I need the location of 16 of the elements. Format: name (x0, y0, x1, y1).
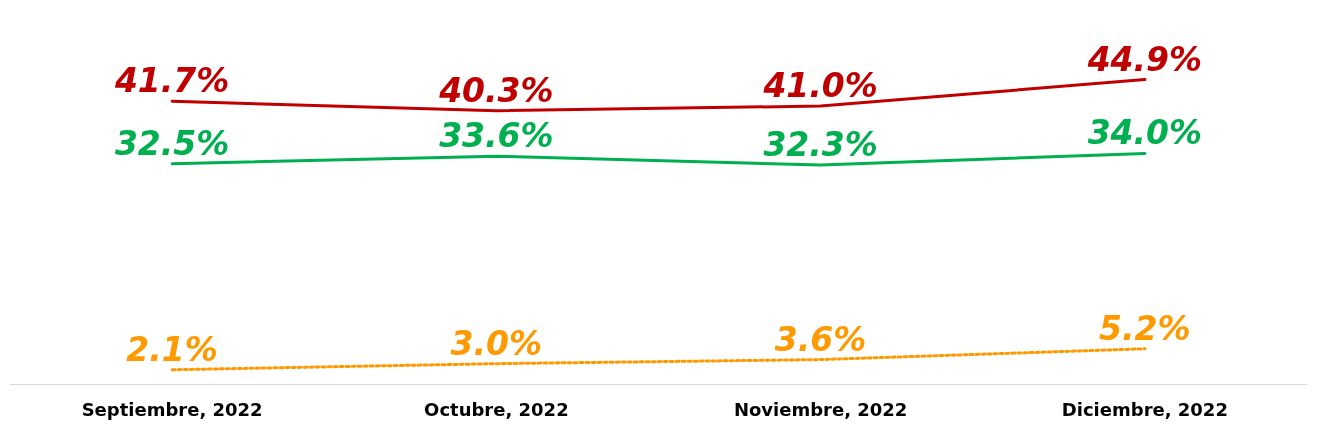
data-label: 41.7% (113, 61, 230, 101)
x-tick-label: Noviembre, 2022 (733, 398, 908, 420)
data-label: 3.0% (450, 323, 543, 363)
data-label: 33.6% (439, 116, 554, 156)
data-label: 34.0% (1087, 113, 1203, 153)
data-label: 41.0% (762, 66, 878, 106)
data-label: 32.3% (763, 125, 878, 165)
data-label: 32.5% (114, 123, 230, 163)
data-label: 44.9% (1086, 39, 1203, 79)
x-tick-label: Diciembre, 2022 (1061, 398, 1228, 420)
data-label: 5.2% (1099, 308, 1191, 348)
data-label: 40.3% (438, 70, 554, 110)
data-label: 2.1% (126, 329, 218, 369)
x-tick-label: Septiembre, 2022 (81, 398, 263, 420)
data-label: 3.6% (774, 319, 867, 359)
x-tick-label: Octubre, 2022 (424, 398, 569, 420)
